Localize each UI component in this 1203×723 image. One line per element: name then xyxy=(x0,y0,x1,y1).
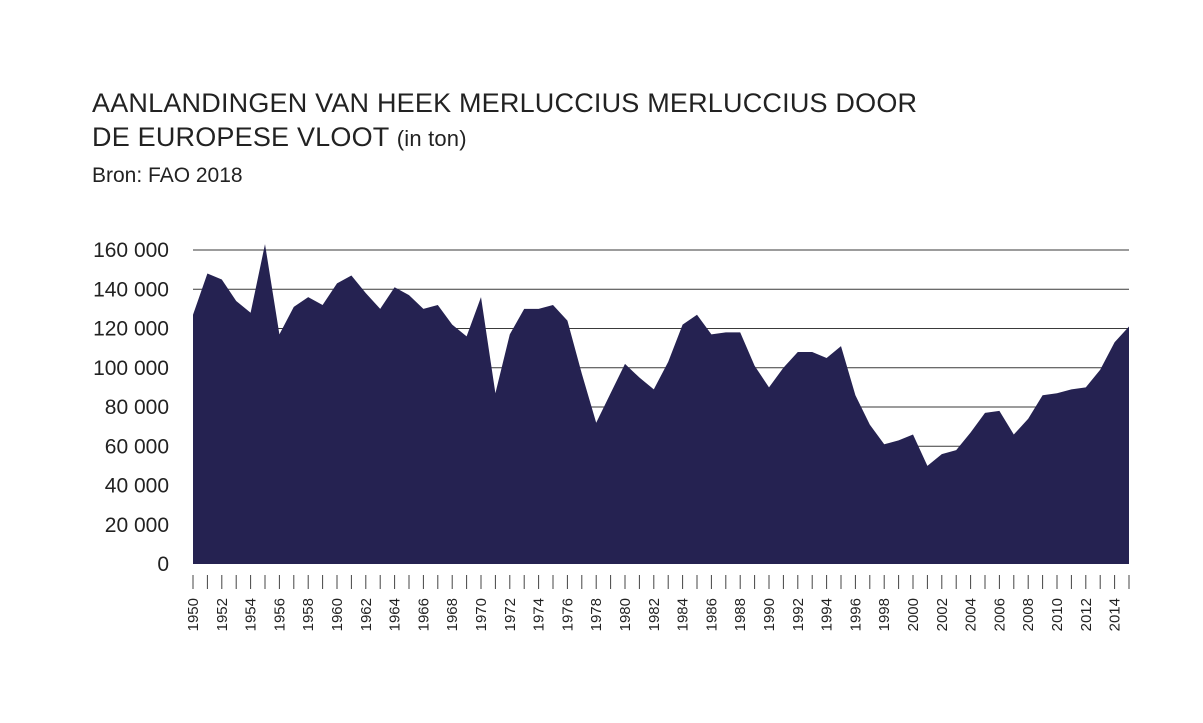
x-tick-label: 1984 xyxy=(675,598,692,631)
x-tick-label: 1962 xyxy=(358,598,375,631)
chart-title: AANLANDINGEN VAN HEEK MERLUCCIUS MERLUCC… xyxy=(92,86,917,156)
x-tick-label: 1954 xyxy=(243,598,260,631)
y-tick-label: 40 000 xyxy=(105,475,169,498)
x-tick-label: 2014 xyxy=(1107,598,1124,631)
x-tick-label: 1996 xyxy=(847,598,864,631)
x-tick-label: 1958 xyxy=(300,598,317,631)
y-tick-label: 160 000 xyxy=(93,239,169,262)
x-tick-label: 1952 xyxy=(214,598,231,631)
x-tick-label: 1994 xyxy=(819,598,836,631)
x-tick-label: 1974 xyxy=(531,598,548,631)
x-tick-label: 1990 xyxy=(761,598,778,631)
y-tick-label: 60 000 xyxy=(105,435,169,458)
y-tick-label: 0 xyxy=(157,553,169,576)
x-tick-label: 1968 xyxy=(444,598,461,631)
x-tick-label: 1992 xyxy=(790,598,807,631)
y-tick-label: 120 000 xyxy=(93,318,169,341)
chart-title-line1: AANLANDINGEN VAN HEEK MERLUCCIUS MERLUCC… xyxy=(92,88,918,118)
x-tick-label: 1964 xyxy=(387,598,404,631)
x-tick-label: 1982 xyxy=(646,598,663,631)
y-tick-label: 20 000 xyxy=(105,514,169,537)
x-tick-label: 1998 xyxy=(876,598,893,631)
x-tick-label: 1950 xyxy=(185,598,202,631)
x-tick-label: 1980 xyxy=(617,598,634,631)
x-tick-label: 2000 xyxy=(905,598,922,631)
x-tick-label: 2012 xyxy=(1078,598,1095,631)
x-tick-label: 1966 xyxy=(415,598,432,631)
x-tick-label: 2006 xyxy=(991,598,1008,631)
x-tick-label: 1970 xyxy=(473,598,490,631)
x-tick-label: 2002 xyxy=(934,598,951,631)
x-tick-label: 1988 xyxy=(732,598,749,631)
y-axis-tick-labels: 0 20 000 40 000 60 000 80 000 100 000 120 000 1… xyxy=(93,239,169,576)
y-tick-label: 100 000 xyxy=(93,357,169,380)
y-tick-label: 140 000 xyxy=(93,278,169,301)
chart-title-unit: (in ton) xyxy=(396,126,467,151)
chart-source: Bron: FAO 2018 xyxy=(92,164,243,187)
chart-title-line2-text: DE EUROPESE VLOOT xyxy=(92,122,389,152)
y-tick-label: 80 000 xyxy=(105,396,169,419)
x-axis-tick-labels: 1950 1952 1954 1956 1958 1960 1962 1964 1966 1968… xyxy=(185,598,1124,631)
chart-title-line2: DE EUROPESE VLOOT (in ton) xyxy=(92,120,917,156)
landings-area xyxy=(193,244,1129,565)
x-tick-label: 2010 xyxy=(1049,598,1066,631)
x-tick-label: 1960 xyxy=(329,598,346,631)
x-tick-label: 1978 xyxy=(588,598,605,631)
x-tick-label: 2008 xyxy=(1020,598,1037,631)
x-tick-label: 2004 xyxy=(963,598,980,631)
x-tick-label: 1972 xyxy=(502,598,519,631)
x-tick-label: 1986 xyxy=(703,598,720,631)
x-axis-ticks xyxy=(192,575,1130,589)
x-tick-label: 1956 xyxy=(271,598,288,631)
x-tick-label: 1976 xyxy=(559,598,576,631)
